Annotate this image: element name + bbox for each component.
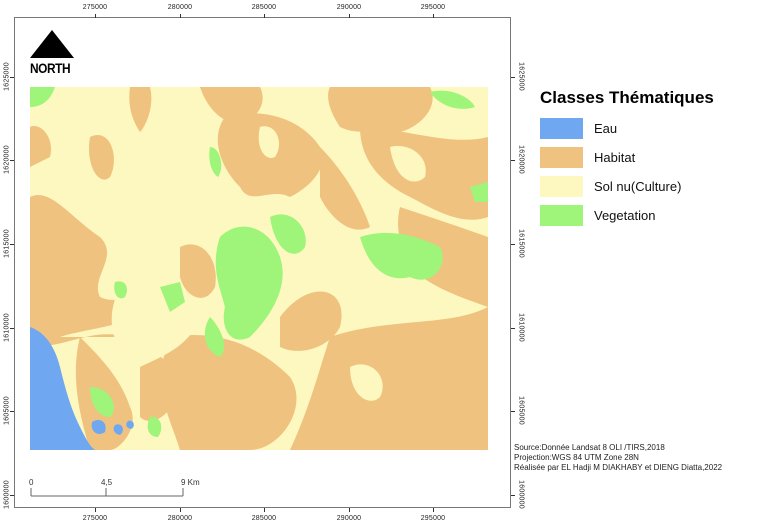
legend-item-sol-nu: Sol nu(Culture) <box>540 172 714 201</box>
y-tick-right <box>511 411 515 412</box>
y-tick-left <box>10 328 14 329</box>
x-tick-top <box>95 14 96 18</box>
y-tick-label-right: 1625000 <box>517 62 525 91</box>
scale-label-0: 0 <box>29 478 34 487</box>
y-tick-label-right: 1615000 <box>517 229 525 258</box>
legend-label: Sol nu(Culture) <box>594 179 682 194</box>
y-tick-label-left: 1625000 <box>3 62 11 91</box>
y-tick-left <box>10 160 14 161</box>
x-tick-label-top: 275000 <box>82 4 108 11</box>
y-tick-label-left: 1610000 <box>3 313 11 342</box>
scale-label-end: 9 Km <box>181 478 200 487</box>
legend-swatch-eau <box>540 118 583 139</box>
legend-swatch-sol-nu <box>540 176 583 197</box>
legend-swatch-vegetation <box>540 205 583 226</box>
y-tick-label-right: 1600000 <box>517 480 525 509</box>
y-tick-label-left: 1620000 <box>3 145 11 174</box>
x-tick-bottom <box>95 508 96 512</box>
legend-label: Vegetation <box>594 208 656 223</box>
y-tick-left <box>10 77 14 78</box>
map-credits: Source:Donnée Landsat 8 OLI /TIRS,2018 P… <box>514 443 722 473</box>
legend-label: Habitat <box>594 150 636 165</box>
x-tick-label-top: 290000 <box>336 4 362 11</box>
legend-swatch-habitat <box>540 147 583 168</box>
x-tick-top <box>264 14 265 18</box>
x-tick-bottom <box>349 508 350 512</box>
x-tick-label-top: 285000 <box>251 4 277 11</box>
x-tick-top <box>180 14 181 18</box>
x-tick-bottom <box>180 508 181 512</box>
legend-item-vegetation: Vegetation <box>540 201 714 230</box>
y-tick-label-right: 1610000 <box>517 313 525 342</box>
legend-item-habitat: Habitat <box>540 143 714 172</box>
y-tick-right <box>511 77 515 78</box>
legend: Classes Thématiques Eau Habitat Sol nu(C… <box>540 88 714 230</box>
north-label: NORTH <box>30 60 71 76</box>
x-tick-bottom <box>433 508 434 512</box>
y-tick-label-right: 1620000 <box>517 145 525 174</box>
y-tick-label-left: 1600000 <box>3 480 11 509</box>
x-tick-top <box>349 14 350 18</box>
x-tick-label-bottom: 280000 <box>167 515 193 522</box>
author-text: Réalisée par EL Hadji M DIAKHABY et DIEN… <box>514 463 723 472</box>
y-tick-left <box>10 495 14 496</box>
land-cover-map <box>30 87 488 450</box>
y-tick-left <box>10 411 14 412</box>
north-arrow-icon <box>30 30 74 58</box>
legend-title: Classes Thématiques <box>540 88 714 107</box>
y-tick-right <box>511 328 515 329</box>
legend-item-eau: Eau <box>540 114 714 143</box>
y-tick-left <box>10 244 14 245</box>
y-tick-label-right: 1605000 <box>517 396 525 425</box>
classified-raster <box>30 87 488 450</box>
y-tick-label-left: 1605000 <box>3 396 11 425</box>
x-tick-bottom <box>264 508 265 512</box>
scale-label-mid: 4,5 <box>101 478 113 487</box>
x-tick-top <box>433 14 434 18</box>
scale-bar-graphic <box>30 488 184 497</box>
y-tick-right <box>511 244 515 245</box>
x-tick-label-bottom: 295000 <box>420 515 446 522</box>
y-tick-right <box>511 495 515 496</box>
source-text: Source:Donnée Landsat 8 OLI /TIRS,2018 <box>514 443 665 452</box>
north-arrow: NORTH <box>30 30 74 76</box>
x-tick-label-bottom: 275000 <box>82 515 108 522</box>
map-frame <box>14 17 511 508</box>
x-tick-label-bottom: 285000 <box>251 515 277 522</box>
x-tick-label-top: 280000 <box>167 4 193 11</box>
projection-text: Projection:WGS 84 UTM Zone 28N <box>514 453 639 462</box>
x-tick-label-bottom: 290000 <box>336 515 362 522</box>
y-tick-label-left: 1615000 <box>3 229 11 258</box>
y-tick-right <box>511 160 515 161</box>
x-tick-label-top: 295000 <box>420 4 446 11</box>
legend-label: Eau <box>594 121 618 136</box>
